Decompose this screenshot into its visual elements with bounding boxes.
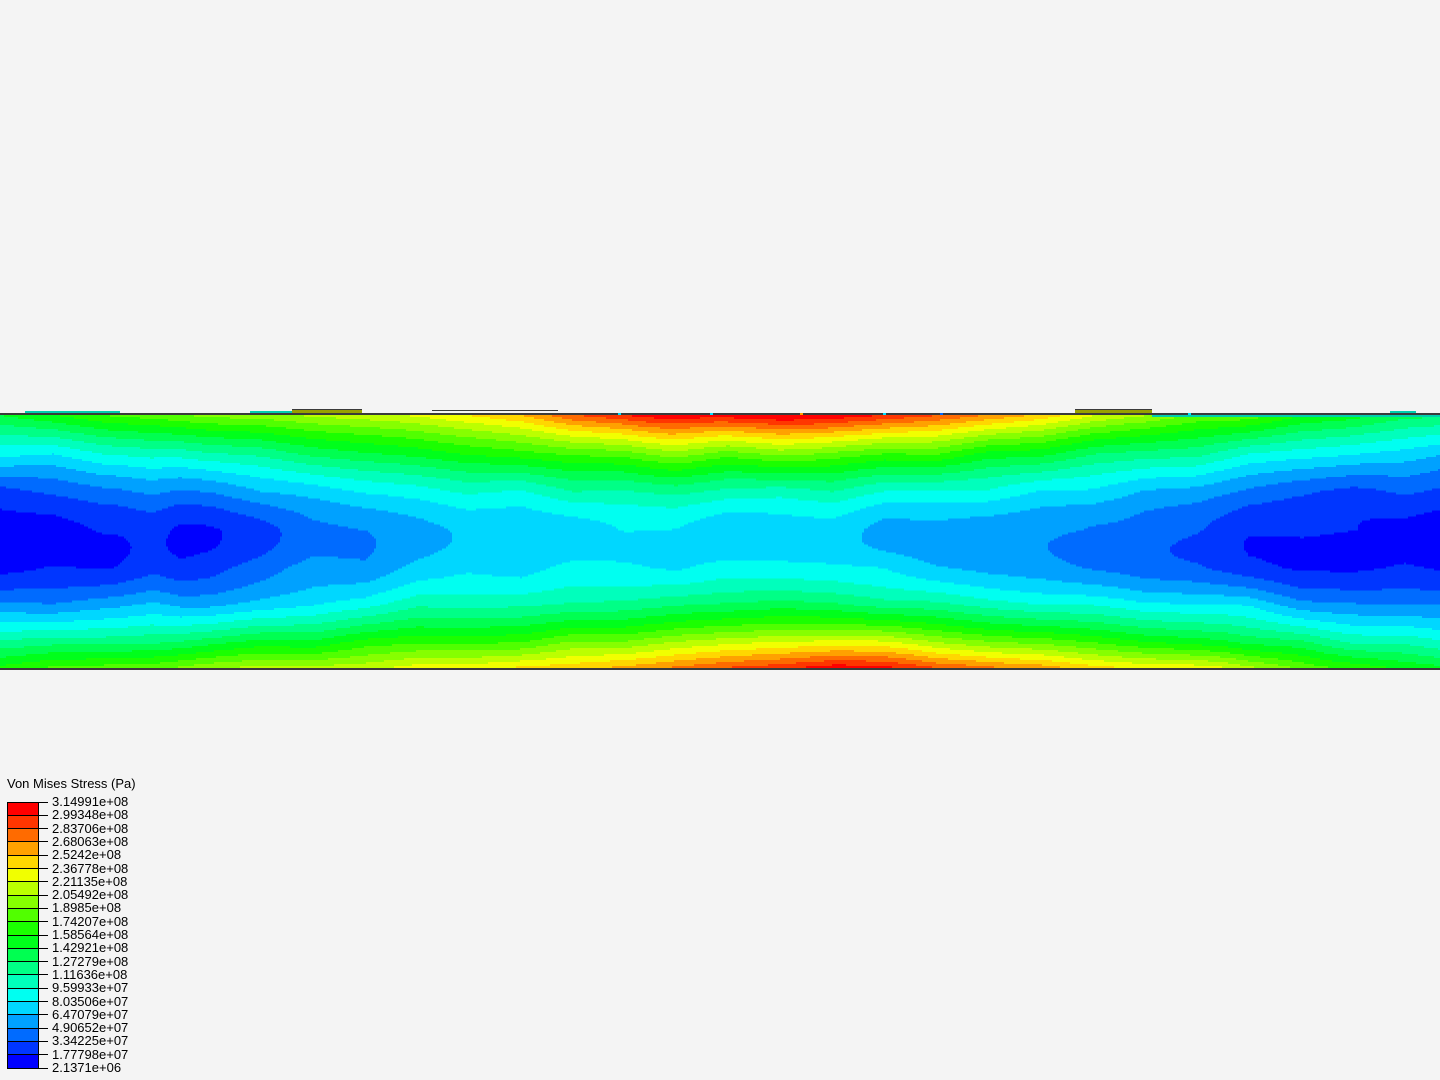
legend-tick: [7, 828, 48, 830]
legend-color-swatch: [8, 802, 38, 816]
legend-color-swatch: [8, 908, 38, 923]
legend-color-swatch: [8, 895, 38, 909]
legend-level-label: 1.11636e+08: [52, 966, 128, 982]
mesh-edge-marker: [432, 409, 558, 412]
mesh-edge-marker: [25, 410, 120, 413]
legend-color-swatch: [8, 948, 38, 963]
legend-color-swatch: [8, 1001, 38, 1016]
legend-bar-border: [7, 802, 8, 1069]
mesh-edge-marker: [250, 410, 292, 413]
legend-level-label: 2.83706e+08: [52, 820, 129, 836]
legend-tick: [7, 921, 48, 923]
beam-top-border: [0, 413, 1440, 415]
legend-tick: [7, 894, 48, 896]
legend-color-swatch: [8, 935, 38, 949]
legend-tick: [7, 947, 48, 949]
beam-stress-contour-canvas[interactable]: [0, 415, 1440, 668]
mesh-edge-marker: [940, 412, 943, 415]
legend-title: Von Mises Stress (Pa): [7, 776, 136, 791]
legend-level-label: 2.99348e+08: [52, 807, 129, 823]
legend-color-swatch: [8, 828, 38, 843]
mesh-edge-marker: [710, 412, 713, 415]
legend-tick: [7, 1014, 48, 1016]
mesh-edge-marker: [1075, 410, 1152, 413]
legend-level-label: 2.21135e+08: [52, 873, 128, 889]
mesh-edge-marker: [1152, 415, 1440, 417]
legend-color-swatch: [8, 921, 38, 936]
legend-level-label: 2.5242e+08: [52, 847, 122, 863]
legend-level-label: 1.58564e+08: [52, 927, 129, 942]
legend-color-swatch: [8, 961, 38, 976]
mesh-edge-marker: [1075, 408, 1152, 411]
legend-color-swatch: [8, 1028, 38, 1042]
legend-tick: [7, 1054, 48, 1056]
mesh-edge-marker: [800, 412, 803, 415]
mesh-edge-marker: [1188, 412, 1191, 415]
legend-level-label: 1.74207e+08: [52, 913, 129, 929]
legend-color-swatch: [8, 841, 38, 856]
legend-level-label: 1.42921e+08: [52, 940, 129, 956]
legend-tick: [7, 934, 48, 936]
legend-tick: [7, 1001, 48, 1002]
legend-tick: [7, 1067, 48, 1069]
legend-color-swatch: [8, 815, 38, 830]
legend-tick: [7, 987, 48, 989]
legend-level-label: 3.14991e+08: [52, 794, 129, 809]
legend-color-swatch: [8, 881, 38, 896]
mesh-edge-marker: [883, 412, 886, 415]
legend-tick: [7, 907, 48, 909]
legend-color-swatch: [8, 855, 38, 869]
legend-tick: [7, 868, 48, 869]
legend-level-label: 8.03506e+07: [52, 993, 129, 1009]
mesh-edge-marker: [1390, 410, 1416, 413]
mesh-edge-marker: [618, 412, 621, 415]
legend-tick: [7, 841, 48, 843]
legend-color-swatch: [8, 1054, 38, 1069]
legend-level-label: 2.1371e+06: [52, 1060, 122, 1075]
legend-level-label: 6.47079e+07: [52, 1006, 129, 1022]
legend-tick: [7, 1040, 48, 1042]
legend-level-label: 1.27279e+08: [52, 953, 129, 969]
legend-color-swatch: [8, 988, 38, 1002]
mesh-edge-marker: [292, 408, 362, 411]
legend-tick: [7, 814, 48, 816]
legend-level-label: 3.34225e+07: [52, 1033, 129, 1049]
legend-tick: [7, 881, 48, 883]
legend-level-label: 2.68063e+08: [52, 833, 129, 849]
legend-level-label: 1.77798e+07: [52, 1046, 129, 1062]
legend-color-swatch: [8, 868, 38, 883]
legend-tick: [7, 961, 48, 963]
legend-tick: [7, 854, 48, 856]
legend-level-label: 4.90652e+07: [52, 1020, 129, 1036]
legend-level-label: 2.36778e+08: [52, 860, 129, 876]
legend-tick: [7, 801, 48, 803]
legend-color-swatch: [8, 1014, 38, 1029]
legend-bar-border: [38, 802, 39, 1069]
beam-bottom-border: [0, 668, 1440, 670]
legend-color-swatch: [8, 974, 38, 989]
legend-tick: [7, 1027, 48, 1029]
mesh-edge-marker: [292, 410, 362, 413]
legend-level-label: 9.59933e+07: [52, 980, 129, 996]
legend-color-swatch: [8, 1041, 38, 1056]
legend-level-label: 2.05492e+08: [52, 887, 129, 903]
legend-level-label: 1.8985e+08: [52, 900, 122, 916]
legend-tick: [7, 974, 48, 976]
